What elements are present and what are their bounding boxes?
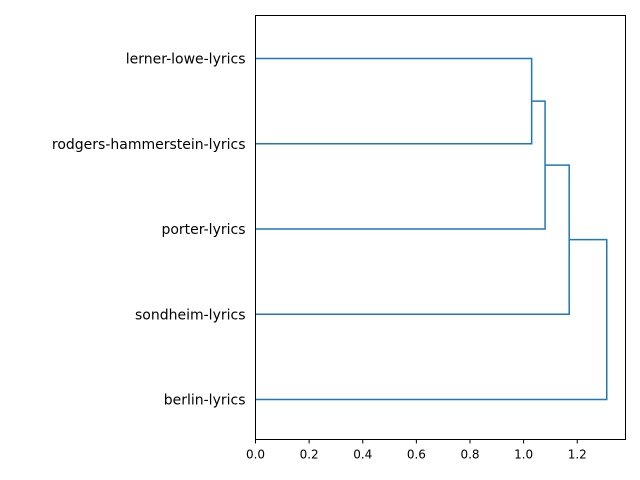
x-tick-label: 1.2 bbox=[568, 448, 587, 462]
leaf-label: porter-lyrics bbox=[161, 222, 245, 238]
leaf-label: berlin-lyrics bbox=[164, 393, 246, 409]
x-tick-label: 0.0 bbox=[246, 448, 265, 462]
leaf-label: rodgers-hammerstein-lyrics bbox=[52, 137, 246, 153]
x-tick-label: 0.6 bbox=[407, 448, 426, 462]
x-tick-label: 0.8 bbox=[460, 448, 479, 462]
axes-frame bbox=[255, 15, 626, 440]
leaf-label: lerner-lowe-lyrics bbox=[126, 52, 246, 68]
dendrogram-link-4 bbox=[255, 238, 608, 401]
dendrogram-links bbox=[255, 57, 608, 401]
leaf-labels: lerner-lowe-lyrics rodgers-hammerstein-ly… bbox=[52, 52, 246, 409]
dendrogram-link-3 bbox=[255, 164, 570, 315]
x-tick-label: 0.4 bbox=[353, 448, 372, 462]
leaf-label: sondheim-lyrics bbox=[135, 307, 246, 323]
dendrogram-link-1 bbox=[255, 57, 533, 145]
x-axis-ticks: 0.0 0.2 0.4 0.6 0.8 1.0 1.2 bbox=[246, 439, 587, 462]
x-tick-label: 1.0 bbox=[514, 448, 533, 462]
x-tick-label: 0.2 bbox=[300, 448, 319, 462]
dendrogram-link-2 bbox=[255, 100, 546, 230]
